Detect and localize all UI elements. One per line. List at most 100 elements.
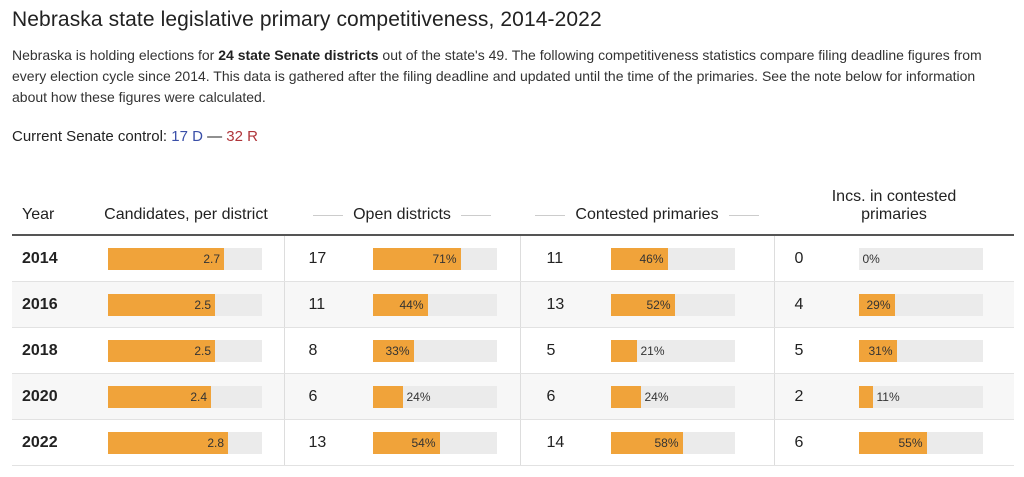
header-year: Year bbox=[12, 172, 88, 236]
open-bar-track: 33% bbox=[372, 339, 497, 362]
row-year: 2016 bbox=[12, 281, 88, 328]
contested-count: 11 bbox=[546, 249, 564, 267]
open-bar-track: 44% bbox=[372, 293, 497, 316]
open-label: 71% bbox=[432, 251, 457, 266]
rep-count: 32 R bbox=[226, 128, 258, 145]
description-bold: 24 state Senate districts bbox=[218, 47, 379, 63]
senate-control-label: Current Senate control: bbox=[12, 128, 172, 145]
candidates-label: 2.4 bbox=[190, 389, 207, 404]
candidates-label: 2.8 bbox=[207, 435, 224, 450]
incs-bar bbox=[858, 385, 873, 408]
open-cell: 13 54% bbox=[284, 419, 521, 466]
open-bar bbox=[372, 431, 440, 454]
contested-label: 58% bbox=[654, 435, 679, 450]
open-count: 6 bbox=[308, 387, 318, 405]
header-contested: Contested primaries bbox=[520, 172, 774, 236]
incs-label: 11% bbox=[876, 389, 900, 404]
table-body: 2014 2.7 17 71% 11 46% 0 0% 2016 2.5 11 44% 13 52% 4 29… bbox=[12, 235, 1014, 466]
contested-bar-track: 21% bbox=[610, 339, 735, 362]
header-candidates: Candidates, per district bbox=[88, 172, 284, 236]
open-count: 17 bbox=[308, 249, 327, 267]
header-rule bbox=[535, 214, 566, 216]
contested-label: 24% bbox=[644, 389, 669, 404]
header-rule bbox=[460, 214, 491, 216]
candidates-cell: 2.5 bbox=[88, 281, 285, 328]
dem-count: 17 D bbox=[171, 128, 203, 145]
senate-control: Current Senate control: 17 D — 32 R bbox=[12, 128, 258, 145]
incs-cell: 0 0% bbox=[774, 235, 1014, 282]
open-bar bbox=[372, 247, 461, 270]
control-separator: — bbox=[202, 128, 227, 145]
open-bar-track: 54% bbox=[372, 431, 497, 454]
table-row: 2020 2.4 6 24% 6 24% 2 11% bbox=[12, 373, 1014, 420]
contested-bar-track: 24% bbox=[610, 385, 735, 408]
contested-cell: 11 46% bbox=[520, 235, 775, 282]
candidates-label: 2.5 bbox=[194, 297, 211, 312]
contested-count: 14 bbox=[546, 433, 565, 451]
candidates-bar-track: 2.5 bbox=[108, 293, 262, 316]
incs-count: 6 bbox=[794, 433, 804, 451]
incs-count: 0 bbox=[794, 249, 804, 267]
incs-bar bbox=[858, 431, 927, 454]
candidates-bar bbox=[108, 431, 228, 454]
description-part2: out of the state's 49. The following com… bbox=[12, 47, 982, 105]
incs-label: 55% bbox=[898, 435, 923, 450]
open-cell: 17 71% bbox=[284, 235, 521, 282]
incs-label: 0% bbox=[862, 251, 880, 266]
candidates-bar-track: 2.4 bbox=[108, 385, 262, 408]
contested-label: 46% bbox=[639, 251, 664, 266]
incs-bar-track: 29% bbox=[858, 293, 983, 316]
page-title: Nebraska state legislative primary compe… bbox=[12, 8, 602, 31]
candidates-bar-track: 2.7 bbox=[108, 247, 262, 270]
open-cell: 6 24% bbox=[284, 373, 521, 420]
contested-cell: 14 58% bbox=[520, 419, 775, 466]
candidates-bar bbox=[108, 247, 224, 270]
description-part1: Nebraska is holding elections for bbox=[12, 47, 219, 63]
table-row: 2016 2.5 11 44% 13 52% 4 29% bbox=[12, 281, 1014, 328]
contested-label: 21% bbox=[640, 343, 665, 358]
table-row: 2022 2.8 13 54% 14 58% 6 55% bbox=[12, 419, 1014, 466]
header-rule bbox=[313, 214, 344, 216]
candidates-label: 2.5 bbox=[194, 343, 211, 358]
contested-cell: 5 21% bbox=[520, 327, 775, 374]
table-header-row: Year Candidates, per district Open distr… bbox=[12, 172, 1014, 236]
incs-count: 2 bbox=[794, 387, 804, 405]
candidates-cell: 2.4 bbox=[88, 373, 285, 420]
open-count: 8 bbox=[308, 341, 318, 359]
incs-bar-track: 11% bbox=[858, 385, 983, 408]
open-label: 44% bbox=[399, 297, 424, 312]
contested-cell: 13 52% bbox=[520, 281, 775, 328]
table-row: 2014 2.7 17 71% 11 46% 0 0% bbox=[12, 235, 1014, 282]
incs-cell: 5 31% bbox=[774, 327, 1014, 374]
open-bar bbox=[372, 339, 414, 362]
contested-bar bbox=[610, 293, 675, 316]
contested-count: 13 bbox=[546, 295, 565, 313]
header-open: Open districts bbox=[284, 172, 520, 236]
incs-cell: 6 55% bbox=[774, 419, 1014, 466]
incs-bar-track: 0% bbox=[858, 247, 983, 270]
candidates-cell: 2.8 bbox=[88, 419, 285, 466]
contested-bar bbox=[610, 385, 641, 408]
competitiveness-table: Year Candidates, per district Open distr… bbox=[12, 172, 1014, 466]
contested-bar-track: 52% bbox=[610, 293, 735, 316]
open-bar bbox=[372, 385, 403, 408]
incs-bar-track: 31% bbox=[858, 339, 983, 362]
open-bar bbox=[372, 293, 428, 316]
description: Nebraska is holding elections for 24 sta… bbox=[12, 45, 1012, 108]
open-bar-track: 71% bbox=[372, 247, 497, 270]
open-count: 13 bbox=[308, 433, 327, 451]
open-count: 11 bbox=[308, 295, 326, 313]
contested-count: 6 bbox=[546, 387, 556, 405]
candidates-bar-track: 2.5 bbox=[108, 339, 262, 362]
incs-count: 5 bbox=[794, 341, 804, 359]
contested-bar-track: 46% bbox=[610, 247, 735, 270]
table-row: 2018 2.5 8 33% 5 21% 5 31% bbox=[12, 327, 1014, 374]
incs-bar-track: 55% bbox=[858, 431, 983, 454]
contested-bar-track: 58% bbox=[610, 431, 735, 454]
header-rule bbox=[728, 214, 759, 216]
contested-bar bbox=[610, 431, 683, 454]
row-year: 2022 bbox=[12, 419, 88, 466]
incs-label: 31% bbox=[868, 343, 893, 358]
candidates-bar bbox=[108, 385, 211, 408]
incs-cell: 2 11% bbox=[774, 373, 1014, 420]
